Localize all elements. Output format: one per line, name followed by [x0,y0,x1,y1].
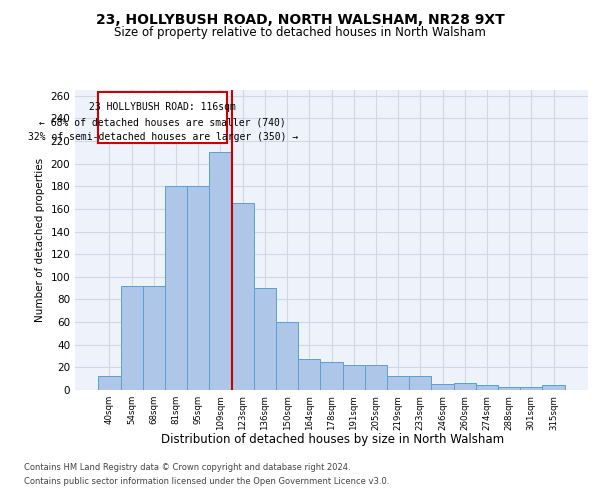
Bar [98,376,121,390]
Bar [143,286,165,390]
Bar [121,286,143,390]
Bar [387,376,409,390]
Y-axis label: Number of detached properties: Number of detached properties [35,158,45,322]
Bar [498,386,520,390]
Bar [232,203,254,390]
Bar [454,383,476,390]
Text: Contains HM Land Registry data © Crown copyright and database right 2024.: Contains HM Land Registry data © Crown c… [24,464,350,472]
Bar [343,365,365,390]
Text: 23, HOLLYBUSH ROAD, NORTH WALSHAM, NR28 9XT: 23, HOLLYBUSH ROAD, NORTH WALSHAM, NR28 … [95,12,505,26]
Text: Size of property relative to detached houses in North Walsham: Size of property relative to detached ho… [114,26,486,39]
Text: 23 HOLLYBUSH ROAD: 116sqm: 23 HOLLYBUSH ROAD: 116sqm [89,102,236,113]
Bar [320,362,343,390]
Bar [542,386,565,390]
Bar [298,360,320,390]
Text: 32% of semi-detached houses are larger (350) →: 32% of semi-detached houses are larger (… [28,132,298,142]
Text: ← 68% of detached houses are smaller (740): ← 68% of detached houses are smaller (74… [40,117,286,127]
Bar [276,322,298,390]
Text: Contains public sector information licensed under the Open Government Licence v3: Contains public sector information licen… [24,477,389,486]
Bar [409,376,431,390]
Bar [209,152,232,390]
Bar [520,386,542,390]
Bar [187,186,209,390]
Bar [365,365,387,390]
Bar [254,288,276,390]
Bar [431,384,454,390]
Bar [165,186,187,390]
FancyBboxPatch shape [98,92,227,143]
Text: Distribution of detached houses by size in North Walsham: Distribution of detached houses by size … [161,432,505,446]
Bar [476,386,498,390]
